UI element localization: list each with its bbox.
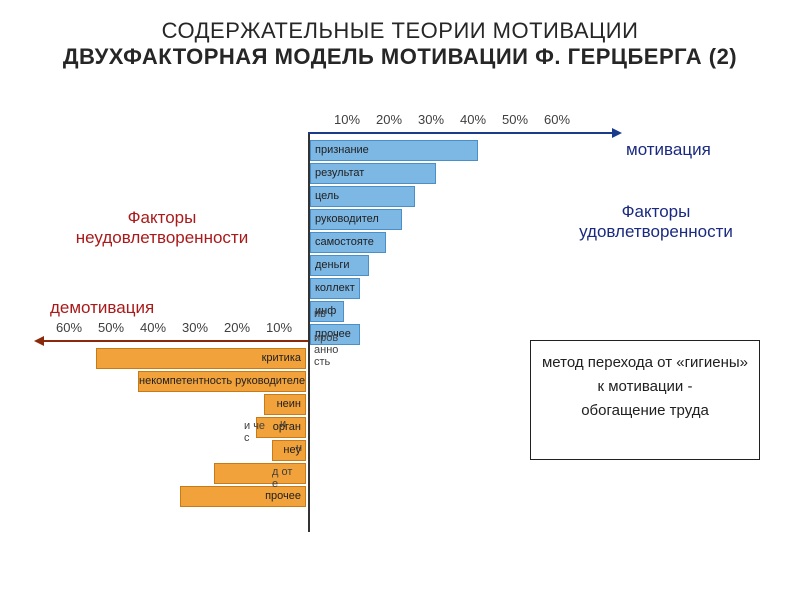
- axis-top-label: 60%: [544, 112, 570, 127]
- bar-orange: неин: [264, 394, 306, 415]
- axis-top-label: 40%: [460, 112, 486, 127]
- stray-text: н: [296, 442, 302, 454]
- bar-blue: руководител: [310, 209, 402, 230]
- stray-text: и: [280, 418, 286, 430]
- bar-blue: результат: [310, 163, 436, 184]
- stray-text: ив: [314, 308, 326, 320]
- axis-left-label: 50%: [98, 320, 124, 335]
- arrowhead-right-icon: [612, 128, 622, 138]
- arrow-left: [44, 340, 308, 342]
- info-box-line1: метод перехода от «гигиены» к мотивации …: [539, 351, 751, 399]
- title-line2: ДВУХФАКТОРНАЯ МОДЕЛЬ МОТИВАЦИИ Ф. ГЕРЦБЕ…: [0, 44, 800, 70]
- bar-blue: самостояте: [310, 232, 386, 253]
- bar-blue: цель: [310, 186, 415, 207]
- stray-text: д оте: [272, 466, 296, 490]
- title-line1: СОДЕРЖАТЕЛЬНЫЕ ТЕОРИИ МОТИВАЦИИ: [0, 18, 800, 44]
- bar-blue: деньги: [310, 255, 369, 276]
- label-motivation: мотивация: [626, 140, 711, 160]
- axis-top-label: 50%: [502, 112, 528, 127]
- axis-top-label: 20%: [376, 112, 402, 127]
- bar-orange: критика: [96, 348, 306, 369]
- info-box-line2: обогащение труда: [539, 399, 751, 423]
- stray-text: и чес: [244, 420, 268, 444]
- axis-left-label: 10%: [266, 320, 292, 335]
- axis-left-label: 30%: [182, 320, 208, 335]
- bar-blue: коллект: [310, 278, 360, 299]
- label-demotivation: демотивация: [50, 298, 154, 318]
- label-satisfaction-factors: Факторы удовлетворенности: [556, 202, 756, 242]
- label-dissatisfaction-factors: Факторы неудовлетворенности: [62, 208, 262, 248]
- bar-orange: некомпетентность руководителе: [138, 371, 306, 392]
- bar-blue: признание: [310, 140, 478, 161]
- arrowhead-left-icon: [34, 336, 44, 346]
- stray-text: иров анно сть: [314, 332, 342, 368]
- page-title: СОДЕРЖАТЕЛЬНЫЕ ТЕОРИИ МОТИВАЦИИ ДВУХФАКТ…: [0, 18, 800, 70]
- arrow-right: [308, 132, 612, 134]
- axis-left-label: 60%: [56, 320, 82, 335]
- axis-left-label: 40%: [140, 320, 166, 335]
- info-box: метод перехода от «гигиены» к мотивации …: [530, 340, 760, 460]
- axis-top-label: 30%: [418, 112, 444, 127]
- axis-left-label: 20%: [224, 320, 250, 335]
- axis-top-label: 10%: [334, 112, 360, 127]
